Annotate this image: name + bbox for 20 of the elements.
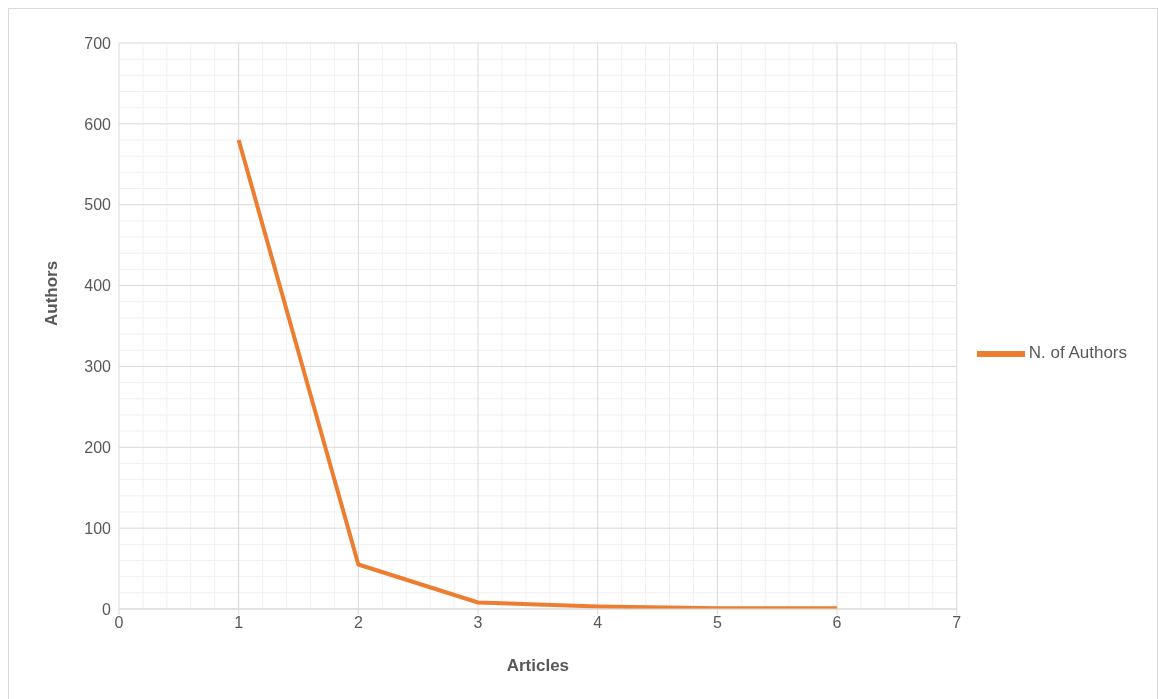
line-series [236, 138, 840, 609]
y-tick-label: 100 [84, 519, 112, 537]
x-tick-label: 0 [114, 614, 124, 632]
y-tick-label: 700 [84, 34, 112, 52]
x-axis-title: Articles [506, 656, 570, 675]
x-tick-label: 6 [832, 614, 842, 632]
x-tick-label: 4 [593, 614, 603, 632]
y-tick-label: 600 [84, 115, 112, 133]
y-tick-label: 500 [84, 196, 112, 214]
y-axis-title: Authors [42, 260, 62, 326]
legend-label: N. of Authors [1028, 343, 1127, 363]
x-tick-label: 5 [712, 614, 722, 632]
x-tick-label: 7 [952, 614, 962, 632]
x-tick-label: 1 [234, 614, 244, 632]
y-tick-label: 400 [84, 277, 112, 295]
y-tick-label: 200 [84, 438, 112, 456]
x-tick-label: 3 [473, 614, 483, 632]
y-tick-label: 0 [102, 600, 112, 618]
x-tick-label: 2 [353, 614, 363, 632]
y-tick-label: 300 [84, 358, 112, 376]
